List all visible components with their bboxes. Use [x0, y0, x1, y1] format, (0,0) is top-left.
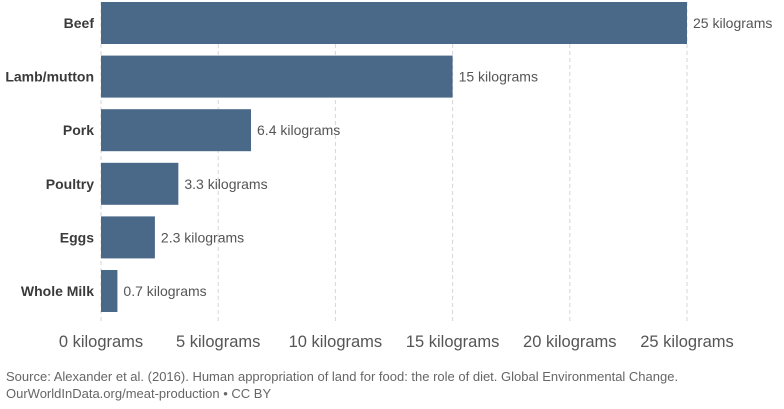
x-tick-label: 5 kilograms: [176, 333, 260, 351]
bar-lamb-mutton: [101, 55, 453, 98]
bars: [101, 2, 687, 312]
category-label: Lamb/mutton: [5, 69, 94, 85]
value-label: 15 kilograms: [459, 69, 538, 85]
bar-poultry: [101, 162, 179, 205]
bar-beef: [101, 2, 687, 44]
category-label: Pork: [63, 122, 94, 138]
x-tick-label: 20 kilograms: [523, 333, 617, 351]
value-label: 0.7 kilograms: [123, 283, 206, 299]
bar-whole-milk: [101, 270, 118, 312]
value-label: 6.4 kilograms: [257, 122, 340, 138]
value-labels: 25 kilograms 15 kilograms 6.4 kilograms 3.3…: [123, 15, 772, 299]
value-label: 3.3 kilograms: [184, 176, 267, 192]
x-tick-label: 25 kilograms: [640, 333, 734, 351]
category-label: Whole Milk: [21, 283, 94, 299]
source-note: Source: Alexander et al. (2016). Human a…: [6, 369, 679, 384]
x-tick-label: 0 kilograms: [59, 333, 143, 351]
gridlines: [100, 2, 688, 322]
bar-eggs: [101, 216, 155, 259]
value-label: 25 kilograms: [693, 15, 772, 31]
x-tick-label: 10 kilograms: [289, 333, 383, 351]
category-labels: Beef Lamb/mutton Pork Poultry Eggs Whole Milk: [5, 15, 94, 299]
category-label: Beef: [64, 15, 95, 31]
value-label: 2.3 kilograms: [161, 229, 244, 245]
x-axis-ticks: 0 kilograms 5 kilograms 10 kilograms 15 kil…: [59, 333, 734, 351]
credit-note: OurWorldInData.org/meat-production • CC …: [6, 386, 272, 401]
chart-footer: Source: Alexander et al. (2016). Human a…: [6, 368, 778, 402]
bar-pork: [101, 109, 252, 152]
category-label: Eggs: [60, 229, 94, 245]
bar-chart: Beef Lamb/mutton Pork Poultry Eggs Whole Milk…: [5, 2, 772, 351]
category-label: Poultry: [46, 176, 94, 192]
x-tick-label: 15 kilograms: [406, 333, 500, 351]
